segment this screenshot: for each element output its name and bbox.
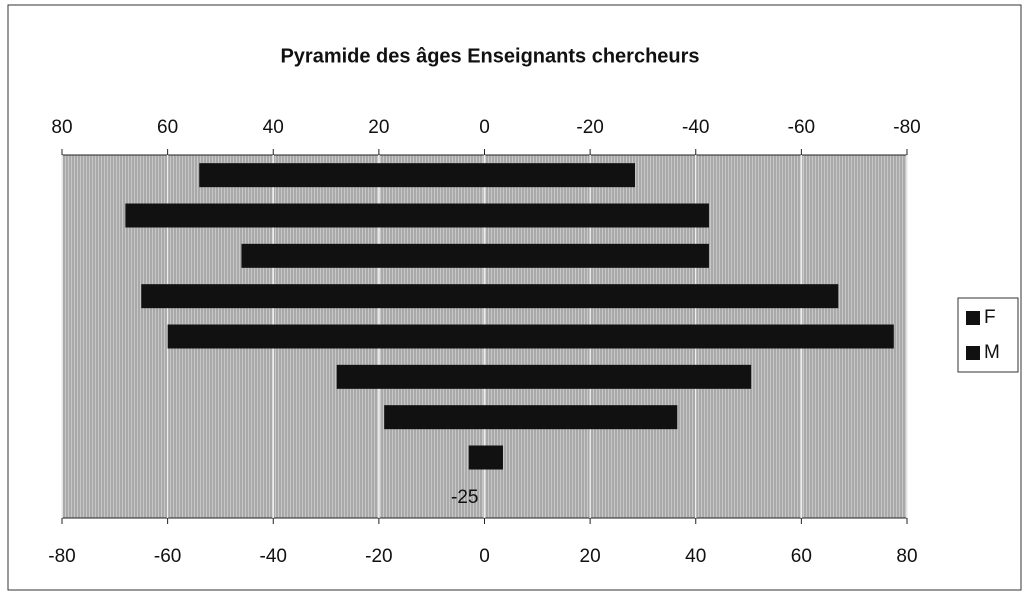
x2-tick-label: -40 <box>682 117 709 138</box>
bar <box>125 203 485 228</box>
legend-label: F <box>984 307 996 328</box>
x2-tick-label: -80 <box>893 117 920 138</box>
bar <box>167 324 485 349</box>
x-tick-label: -20 <box>365 546 392 567</box>
bar <box>336 364 485 389</box>
bar <box>241 243 485 268</box>
bar <box>484 203 709 228</box>
x2-tick-label: 80 <box>51 117 72 138</box>
legend-swatch <box>966 311 980 325</box>
x-tick-label: 80 <box>896 546 917 567</box>
bar <box>484 445 503 470</box>
x-tick-label: 0 <box>479 546 490 567</box>
x2-tick-label: -60 <box>788 117 815 138</box>
bar <box>199 163 485 188</box>
x-tick-label: -80 <box>48 546 75 567</box>
x2-tick-label: 40 <box>263 117 284 138</box>
x2-tick-label: 20 <box>368 117 389 138</box>
bar <box>484 243 709 268</box>
x2-tick-label: 0 <box>479 117 490 138</box>
bar <box>141 284 485 309</box>
x-tick-label: -60 <box>154 546 181 567</box>
bar <box>484 324 894 349</box>
bar <box>484 284 839 309</box>
x-tick-label: 40 <box>685 546 706 567</box>
x2-tick-label: 60 <box>157 117 178 138</box>
x-tick-label: -40 <box>260 546 287 567</box>
bar <box>384 405 485 430</box>
bar <box>484 163 636 188</box>
legend-label: M <box>984 342 1000 363</box>
chart-title: Pyramide des âges Enseignants chercheurs <box>280 45 699 67</box>
x-tick-label: 60 <box>791 546 812 567</box>
bar <box>484 405 678 430</box>
bar <box>468 445 485 470</box>
x2-tick-label: -20 <box>576 117 603 138</box>
y-tick-label: -25 <box>451 487 478 508</box>
x-tick-label: 20 <box>580 546 601 567</box>
bar <box>484 364 752 389</box>
legend-swatch <box>966 346 980 360</box>
